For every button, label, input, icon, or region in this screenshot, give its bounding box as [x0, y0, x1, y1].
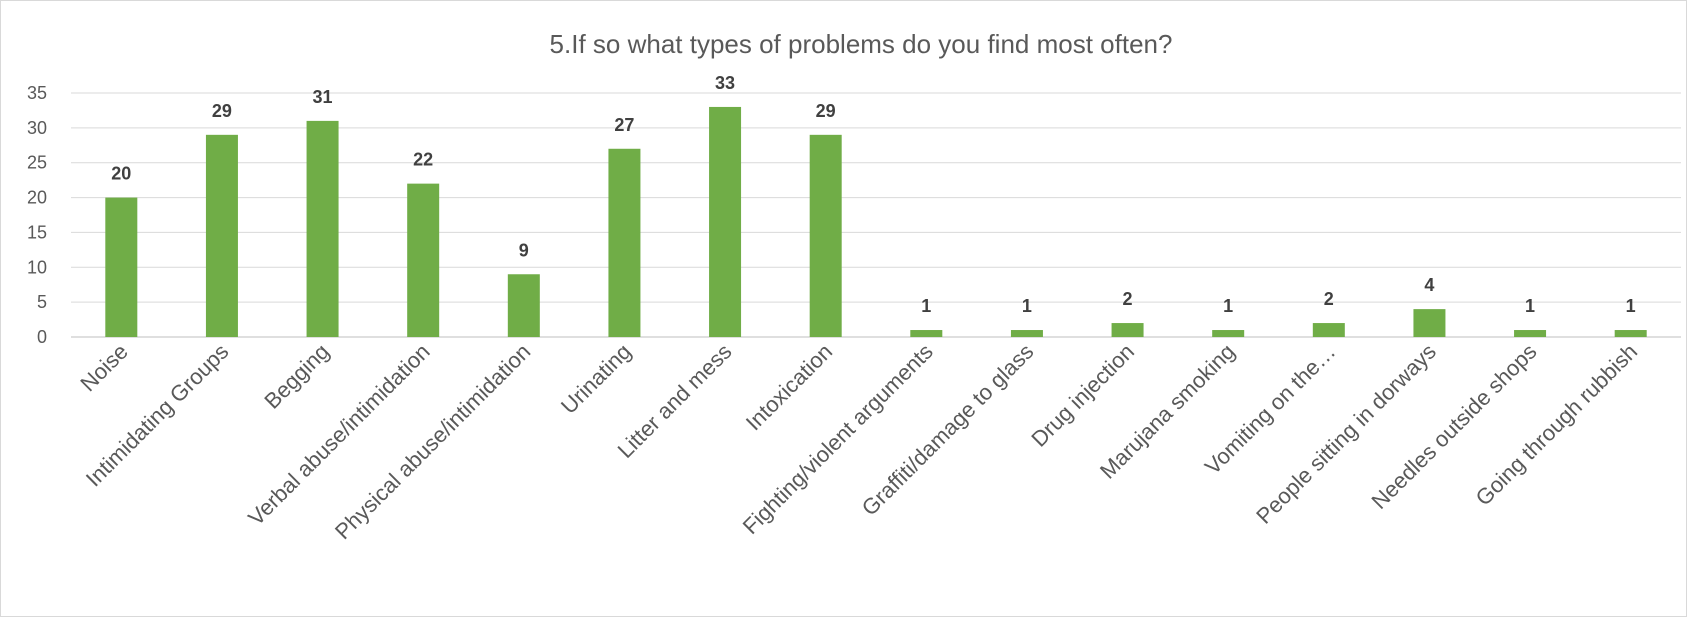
- gridlines: [71, 92, 1681, 338]
- data-label: 29: [212, 101, 232, 121]
- bar: [1111, 323, 1144, 337]
- x-tick-label: Going through rubbish: [1471, 339, 1643, 511]
- data-label: 22: [413, 150, 433, 170]
- bar: [407, 183, 440, 337]
- bar: [809, 134, 842, 337]
- bar: [507, 274, 540, 337]
- bar: [1514, 330, 1547, 337]
- y-tick-label: 10: [27, 257, 47, 277]
- bar: [910, 330, 943, 337]
- bar: [306, 120, 339, 337]
- bar: [1212, 330, 1245, 337]
- data-label: 1: [1626, 296, 1636, 316]
- bar: [1312, 323, 1345, 337]
- y-tick-label: 5: [37, 292, 47, 312]
- data-label: 4: [1424, 275, 1434, 295]
- bar: [709, 106, 742, 337]
- x-tick-label: Fighting/violent arguments: [738, 339, 938, 539]
- x-tick-label: Physical abuse/intimidation: [330, 339, 535, 544]
- bars: [105, 106, 1647, 337]
- data-label: 1: [1022, 296, 1032, 316]
- data-label: 1: [1223, 296, 1233, 316]
- y-tick-label: 20: [27, 188, 47, 208]
- bar: [1614, 330, 1647, 337]
- bar: [105, 197, 138, 337]
- y-tick-label: 15: [27, 222, 47, 242]
- y-tick-label: 25: [27, 153, 47, 173]
- data-label: 1: [921, 296, 931, 316]
- y-axis-ticks: 0 5 10 15 20 25 30 35: [27, 83, 47, 347]
- data-label: 9: [519, 240, 529, 260]
- x-tick-label: Graffiti/damage to glass: [857, 339, 1039, 521]
- x-tick-label: Noise: [75, 339, 132, 396]
- x-tick-label: Begging: [259, 339, 334, 414]
- x-tick-label: Intoxication: [741, 339, 837, 435]
- x-tick-label: Verbal abuse/intimidation: [243, 339, 435, 531]
- data-label: 20: [111, 164, 131, 184]
- data-label: 2: [1324, 289, 1334, 309]
- x-tick-label: Urinating: [556, 339, 636, 419]
- y-tick-label: 0: [37, 327, 47, 347]
- data-label: 2: [1123, 289, 1133, 309]
- x-tick-label: People sitting in dorways: [1251, 339, 1441, 529]
- bar: [608, 148, 641, 337]
- data-label: 31: [313, 87, 333, 107]
- bar: [1413, 309, 1446, 337]
- y-tick-label: 35: [27, 83, 47, 103]
- bar: [1010, 330, 1043, 337]
- data-label: 1: [1525, 296, 1535, 316]
- data-label: 29: [816, 101, 836, 121]
- y-tick-label: 30: [27, 118, 47, 138]
- bar: [205, 134, 238, 337]
- data-label: 33: [715, 73, 735, 93]
- x-tick-label: Needles outside shops: [1367, 339, 1542, 514]
- data-labels: 20 29 31 22 9 27 33 29 1 1 2 1 2 4 1 1: [111, 73, 1635, 316]
- x-tick-label: Drug injection: [1026, 339, 1139, 452]
- data-label: 27: [614, 115, 634, 135]
- chart-title: 5.If so what types of problems do you fi…: [550, 29, 1173, 59]
